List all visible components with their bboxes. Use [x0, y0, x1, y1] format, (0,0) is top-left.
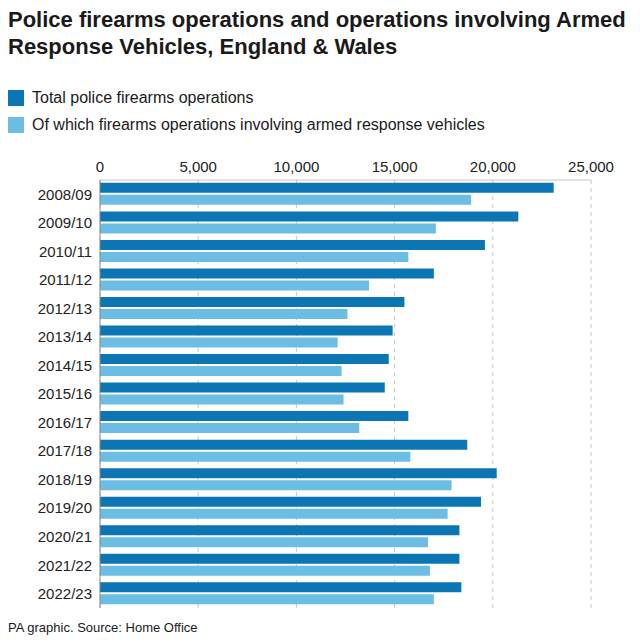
svg-text:20,000: 20,000: [470, 158, 516, 175]
svg-text:2012/13: 2012/13: [38, 300, 92, 317]
svg-text:2010/11: 2010/11: [39, 243, 92, 260]
svg-text:2015/16: 2015/16: [38, 385, 92, 402]
svg-text:10,000: 10,000: [273, 158, 319, 175]
html-text:Of which firearms operations i: Of which firearms operations involving a…: [32, 115, 485, 133]
html-text:Total police firearms operatio: Total police firearms operations: [32, 88, 254, 106]
svg-text:2021/22: 2021/22: [38, 557, 92, 574]
svg-text:2011/12: 2011/12: [39, 271, 92, 288]
svg-text:2009/10: 2009/10: [38, 214, 92, 231]
svg-text:2019/20: 2019/20: [38, 499, 92, 516]
svg-text:2016/17: 2016/17: [38, 414, 92, 431]
svg-text:0: 0: [96, 158, 104, 175]
svg-text:2008/09: 2008/09: [38, 186, 92, 203]
svg-text:2022/23: 2022/23: [38, 585, 92, 602]
svg-text:2020/21: 2020/21: [38, 528, 92, 545]
html-text:PA graphic. Source: Home Offic: PA graphic. Source: Home Office: [8, 620, 198, 635]
svg-text:2018/19: 2018/19: [38, 471, 92, 488]
svg-text:2017/18: 2017/18: [38, 442, 92, 459]
svg-text:2013/14: 2013/14: [38, 328, 92, 345]
svg-text:2014/15: 2014/15: [38, 357, 92, 374]
svg-text:5,000: 5,000: [179, 158, 217, 175]
html-text:Police firearms operations and: Police firearms operations and operation…: [8, 7, 626, 59]
svg-text:15,000: 15,000: [372, 158, 418, 175]
svg-text:25,000: 25,000: [568, 158, 614, 175]
